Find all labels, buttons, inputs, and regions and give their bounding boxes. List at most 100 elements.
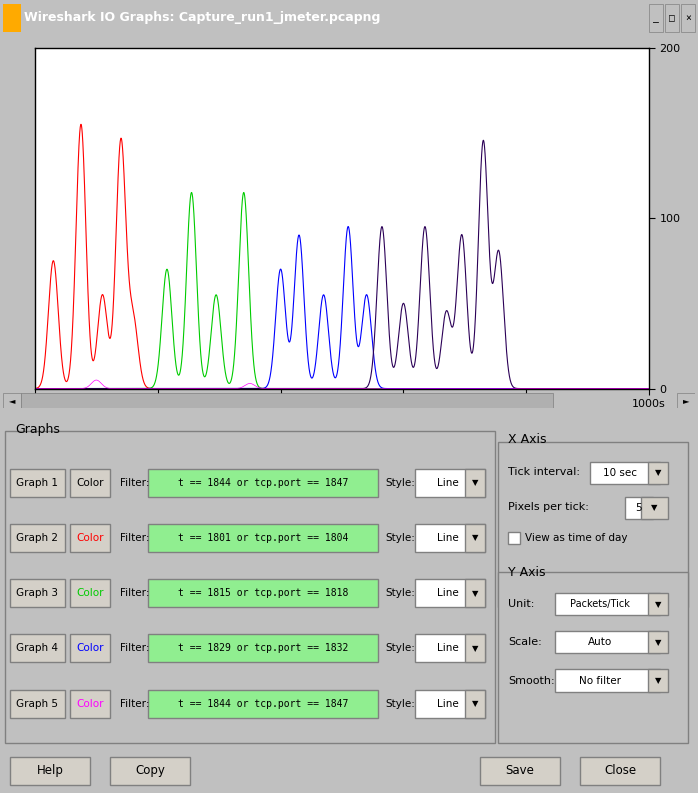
- Text: Color: Color: [76, 477, 104, 488]
- Text: Graph 3: Graph 3: [16, 588, 58, 598]
- FancyBboxPatch shape: [555, 669, 660, 691]
- Text: Filter:: Filter:: [120, 643, 149, 653]
- FancyBboxPatch shape: [10, 634, 65, 662]
- Text: t == 1801 or tcp.port == 1804: t == 1801 or tcp.port == 1804: [178, 533, 348, 543]
- FancyBboxPatch shape: [70, 690, 110, 718]
- Bar: [3, 4, 21, 33]
- Text: Filter:: Filter:: [120, 477, 149, 488]
- Text: Style:: Style:: [385, 699, 415, 709]
- Text: Graph 2: Graph 2: [16, 533, 58, 543]
- Text: Style:: Style:: [385, 477, 415, 488]
- Text: t == 1844 or tcp.port == 1847: t == 1844 or tcp.port == 1847: [178, 477, 348, 488]
- FancyBboxPatch shape: [70, 524, 110, 552]
- FancyBboxPatch shape: [648, 669, 668, 691]
- Text: Line: Line: [437, 477, 459, 488]
- Text: ▼: ▼: [472, 588, 478, 598]
- FancyBboxPatch shape: [10, 757, 90, 785]
- Text: ×: ×: [685, 13, 691, 23]
- Text: t == 1815 or tcp.port == 1818: t == 1815 or tcp.port == 1818: [178, 588, 348, 598]
- FancyBboxPatch shape: [148, 579, 378, 607]
- Text: ▼: ▼: [472, 644, 478, 653]
- FancyBboxPatch shape: [110, 757, 190, 785]
- FancyBboxPatch shape: [70, 634, 110, 662]
- FancyBboxPatch shape: [148, 469, 378, 496]
- Text: ▼: ▼: [655, 676, 661, 685]
- Text: Filter:: Filter:: [120, 588, 149, 598]
- Text: ◄: ◄: [9, 396, 15, 405]
- FancyBboxPatch shape: [498, 572, 688, 743]
- FancyBboxPatch shape: [465, 469, 485, 496]
- Text: 10 sec: 10 sec: [603, 468, 637, 477]
- FancyBboxPatch shape: [590, 462, 660, 484]
- FancyBboxPatch shape: [641, 496, 668, 519]
- Text: ▼: ▼: [472, 699, 478, 708]
- Text: ▼: ▼: [655, 638, 661, 647]
- Text: Close: Close: [604, 764, 636, 777]
- FancyBboxPatch shape: [415, 634, 485, 662]
- Text: Y Axis: Y Axis: [508, 566, 546, 579]
- FancyBboxPatch shape: [648, 462, 668, 484]
- Text: Smooth:: Smooth:: [508, 676, 555, 685]
- Text: Line: Line: [437, 533, 459, 543]
- FancyBboxPatch shape: [465, 690, 485, 718]
- FancyBboxPatch shape: [148, 634, 378, 662]
- Text: Copy: Copy: [135, 764, 165, 777]
- Text: □: □: [669, 13, 675, 23]
- Text: Save: Save: [505, 764, 535, 777]
- FancyBboxPatch shape: [10, 469, 65, 496]
- Text: ▼: ▼: [655, 600, 661, 609]
- Text: Color: Color: [76, 699, 104, 709]
- Text: Wireshark IO Graphs: Capture_run1_jmeter.pcapng: Wireshark IO Graphs: Capture_run1_jmeter…: [24, 11, 381, 25]
- Bar: [3, 393, 21, 408]
- FancyBboxPatch shape: [148, 524, 378, 552]
- Text: X Axis: X Axis: [508, 432, 547, 446]
- Text: Help: Help: [36, 764, 64, 777]
- Text: Scale:: Scale:: [508, 638, 542, 647]
- FancyBboxPatch shape: [648, 593, 668, 615]
- Text: Style:: Style:: [385, 533, 415, 543]
- Text: Color: Color: [76, 643, 104, 653]
- FancyBboxPatch shape: [465, 524, 485, 552]
- Text: Line: Line: [437, 588, 459, 598]
- Text: Color: Color: [76, 588, 104, 598]
- Text: Pixels per tick:: Pixels per tick:: [508, 502, 589, 511]
- Text: 5: 5: [636, 503, 642, 513]
- FancyBboxPatch shape: [465, 634, 485, 662]
- Text: Graph 5: Graph 5: [16, 699, 58, 709]
- FancyBboxPatch shape: [10, 524, 65, 552]
- FancyBboxPatch shape: [648, 631, 668, 653]
- Bar: [677, 393, 695, 408]
- FancyBboxPatch shape: [10, 690, 65, 718]
- Bar: [681, 4, 695, 33]
- FancyBboxPatch shape: [498, 442, 688, 607]
- Text: _: _: [653, 13, 659, 23]
- Bar: [21, 393, 553, 408]
- Text: ▼: ▼: [651, 504, 658, 512]
- FancyBboxPatch shape: [555, 631, 660, 653]
- Text: ▼: ▼: [472, 478, 478, 487]
- FancyBboxPatch shape: [70, 579, 110, 607]
- FancyBboxPatch shape: [415, 579, 485, 607]
- FancyBboxPatch shape: [480, 757, 560, 785]
- FancyBboxPatch shape: [5, 431, 495, 743]
- Text: ►: ►: [683, 396, 689, 405]
- Text: Unit:: Unit:: [508, 600, 535, 609]
- Text: Graph 1: Graph 1: [16, 477, 58, 488]
- Bar: [649, 4, 663, 33]
- Text: Filter:: Filter:: [120, 533, 149, 543]
- Text: View as time of day: View as time of day: [525, 533, 628, 543]
- FancyBboxPatch shape: [415, 524, 485, 552]
- Text: Auto: Auto: [588, 638, 612, 647]
- Text: Filter:: Filter:: [120, 699, 149, 709]
- Text: Tick interval:: Tick interval:: [508, 466, 580, 477]
- FancyBboxPatch shape: [625, 496, 653, 519]
- Text: Style:: Style:: [385, 643, 415, 653]
- Text: ▼: ▼: [655, 468, 661, 477]
- Text: Packets/Tick: Packets/Tick: [570, 600, 630, 609]
- FancyBboxPatch shape: [465, 579, 485, 607]
- Text: Color: Color: [76, 533, 104, 543]
- FancyBboxPatch shape: [415, 690, 485, 718]
- Text: Line: Line: [437, 699, 459, 709]
- Text: No filter: No filter: [579, 676, 621, 685]
- FancyBboxPatch shape: [415, 469, 485, 496]
